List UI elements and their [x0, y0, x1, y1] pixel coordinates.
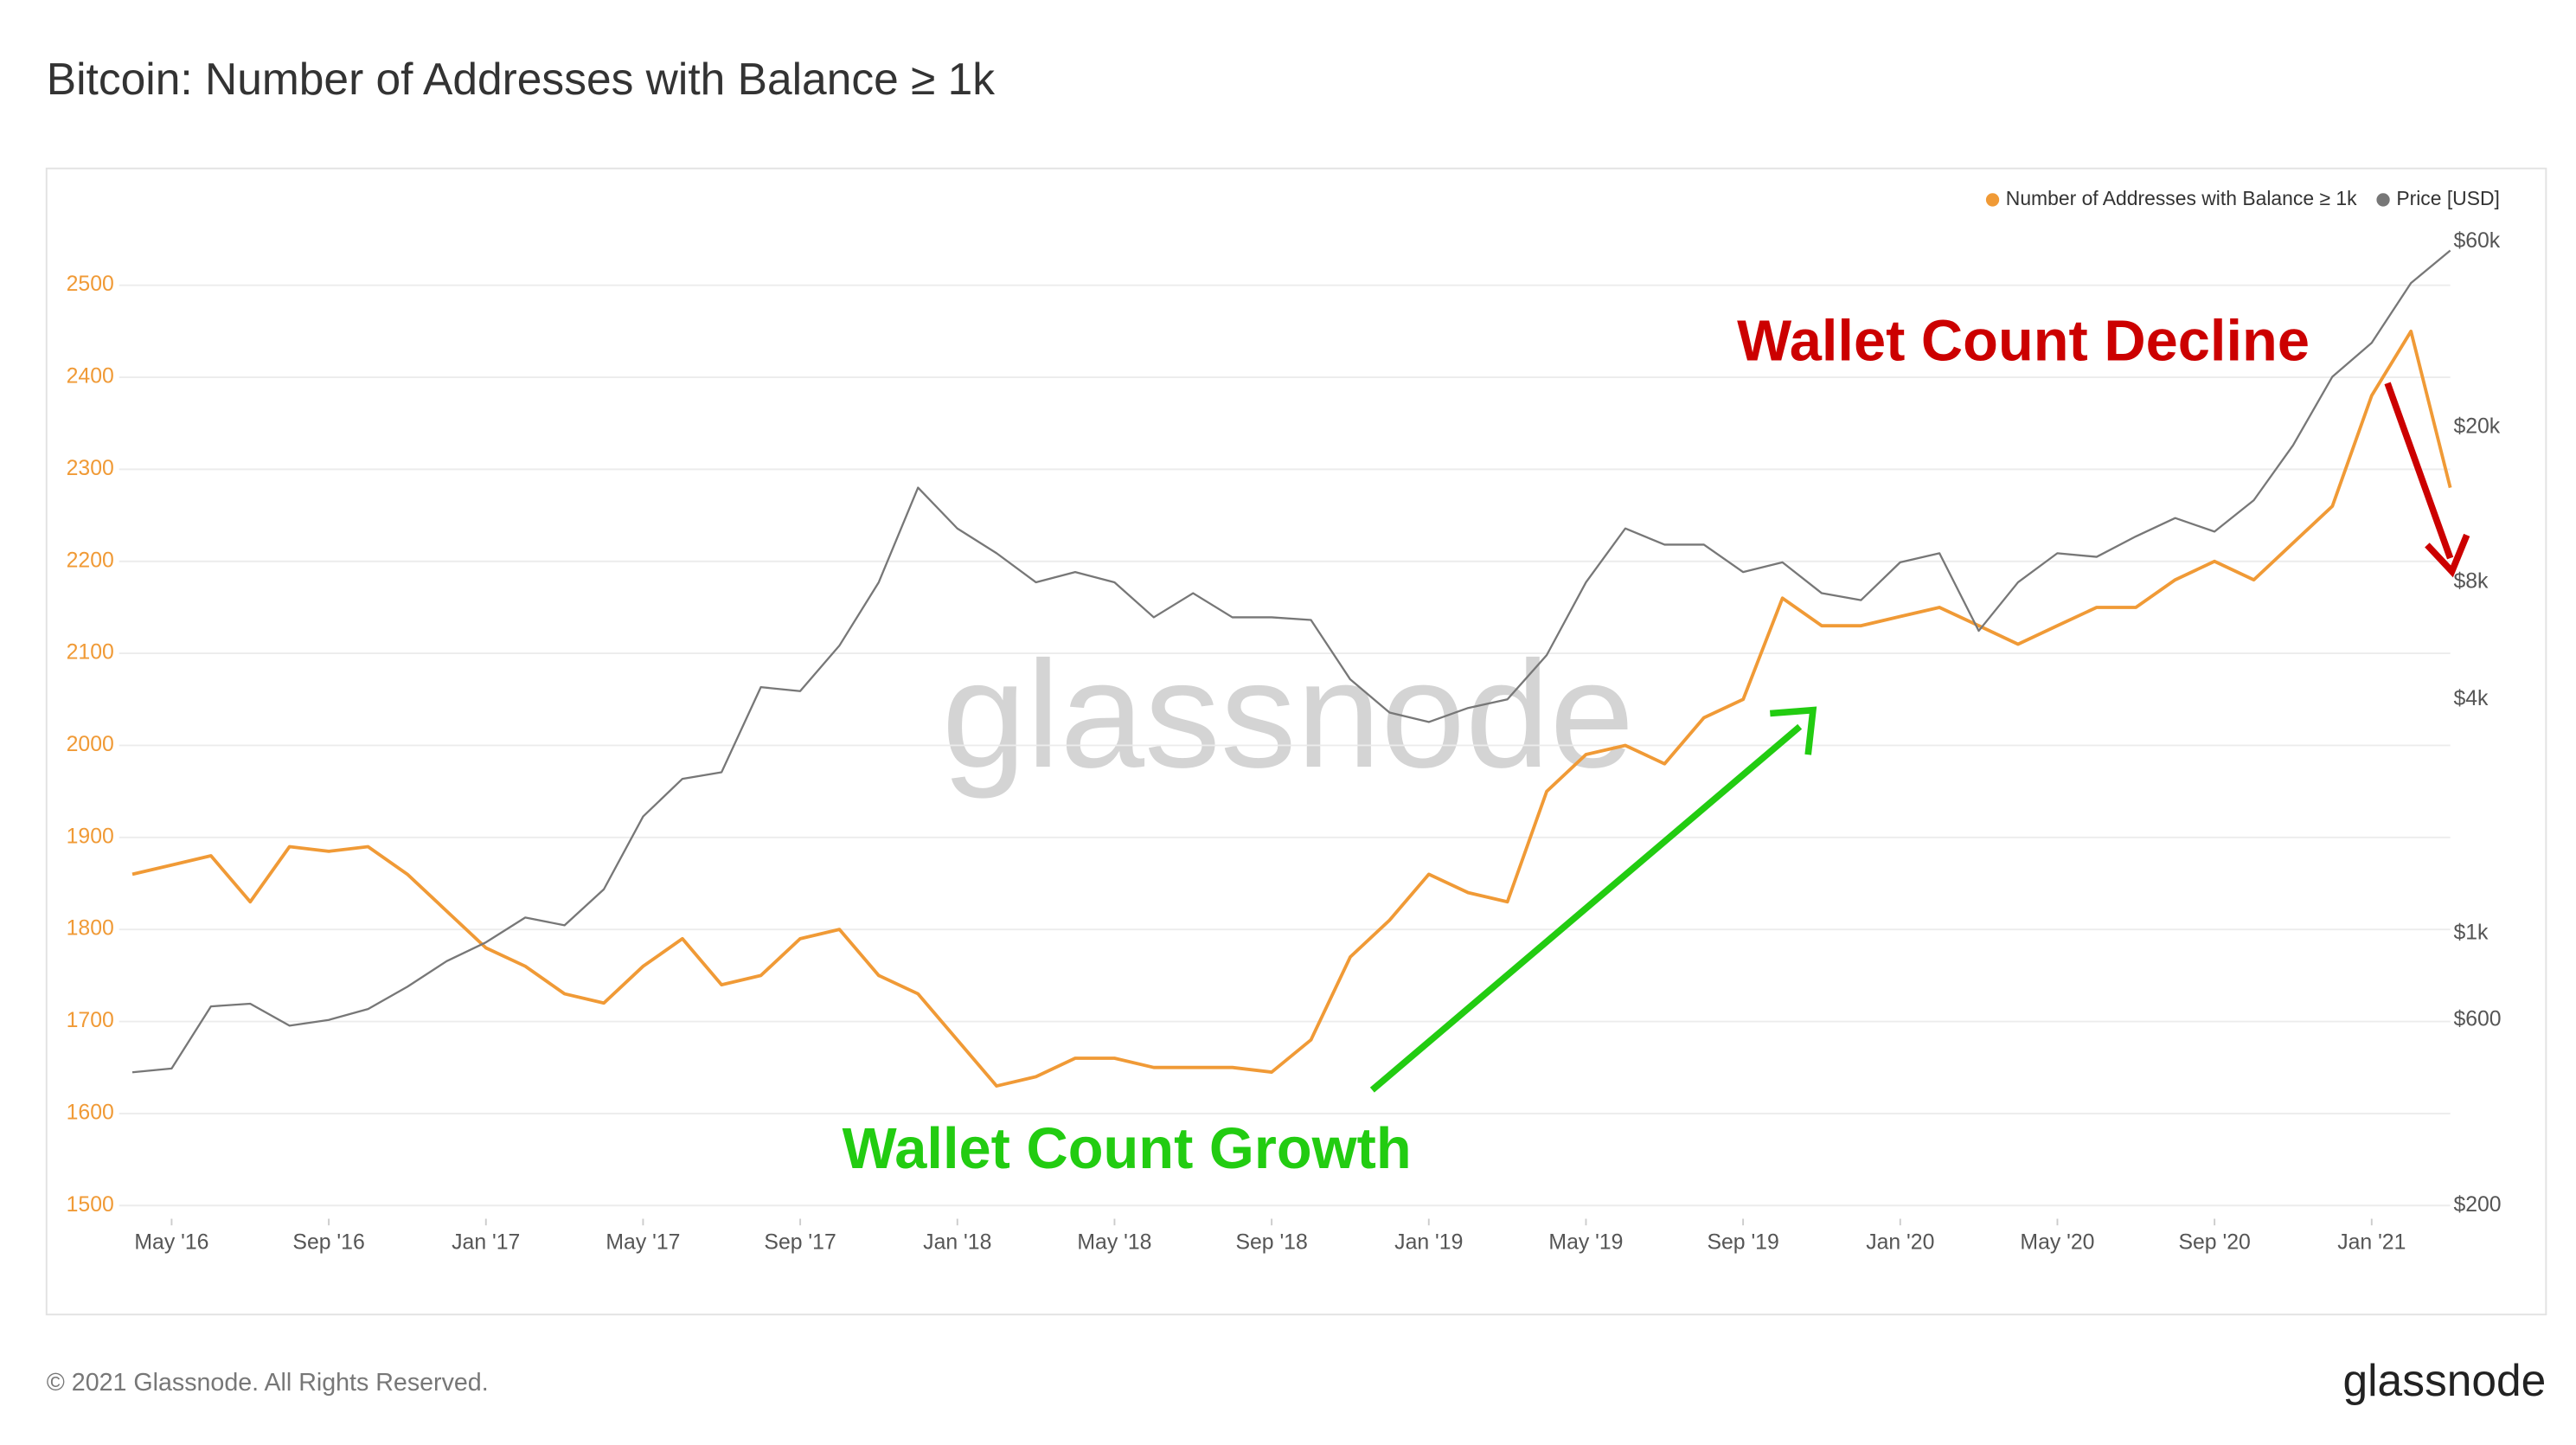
- y-tick-label: 1600: [67, 1101, 114, 1124]
- y-tick-label: 2000: [67, 733, 114, 756]
- logo: glassnode: [2342, 1355, 2546, 1405]
- plot-frame: [45, 167, 2547, 1316]
- x-tick-label: Sep '18: [1235, 1231, 1307, 1255]
- x-tick-label: May '16: [134, 1231, 208, 1255]
- legend-label: Number of Addresses with Balance ≥ 1k: [2006, 187, 2357, 209]
- grid: [119, 284, 2451, 1207]
- legend-label: Price [USD]: [2396, 187, 2500, 209]
- y-tick-label: 1900: [67, 825, 114, 848]
- y2-tick-label: $8k: [2453, 569, 2489, 593]
- legend-marker: [2376, 193, 2390, 207]
- x-tick-label: May '17: [606, 1231, 680, 1255]
- x-tick-label: Sep '17: [764, 1231, 836, 1255]
- x-tick-label: May '19: [1548, 1231, 1623, 1255]
- x-tick-label: May '20: [2020, 1231, 2094, 1255]
- annotation: Wallet Count Growth: [843, 1117, 1412, 1181]
- y2-tick-label: $4k: [2453, 687, 2489, 710]
- x-tick-label: Jan '18: [923, 1231, 991, 1255]
- lines: [131, 249, 2452, 1088]
- legend: Price [USD] Number of Addresses with Bala…: [1985, 187, 2500, 209]
- x-tick-label: Jan '17: [452, 1231, 520, 1255]
- x-tick-label: May '18: [1077, 1231, 1151, 1255]
- growth-arrowhead: [1770, 706, 1817, 755]
- y-tick-label: 2400: [67, 365, 114, 389]
- growth-arrow: [1369, 723, 1803, 1093]
- x-tick-label: Jan '21: [2337, 1231, 2406, 1255]
- y-tick-label: 2200: [67, 549, 114, 572]
- footer: © 2021 Glassnode. All Rights Reserved.: [47, 1369, 489, 1397]
- ticks: 1500 1600 1700 1800 1900 2000 2100 2200 2300 2400…: [67, 229, 2502, 1255]
- y-tick-label: 2500: [67, 273, 114, 296]
- chart-title: Bitcoin: Number of Addresses with Balanc…: [47, 54, 996, 104]
- y-tick-label: 2300: [67, 457, 114, 480]
- watermark: glassnode: [942, 630, 1634, 800]
- x-tick-label: Sep '20: [2178, 1231, 2250, 1255]
- x-tick-label: Sep '19: [1707, 1231, 1778, 1255]
- y-tick-label: 1800: [67, 917, 114, 941]
- y-tick-label: 1500: [67, 1193, 114, 1217]
- y2-tick-label: $20k: [2453, 415, 2500, 439]
- y2-tick-label: $60k: [2453, 229, 2500, 253]
- y2-tick-label: $1k: [2453, 922, 2489, 945]
- annotation: Wallet Count Decline: [1737, 310, 2310, 374]
- y2-tick-label: $600: [2453, 1007, 2501, 1031]
- x-tick-label: Jan '20: [1866, 1231, 1934, 1255]
- x-tick-label: Sep '16: [292, 1231, 364, 1255]
- y-tick-label: 2100: [67, 641, 114, 665]
- y2-tick-label: $200: [2453, 1193, 2501, 1217]
- decline-arrowhead: [2425, 533, 2470, 578]
- series-line: [131, 329, 2452, 1088]
- y-tick-label: 1700: [67, 1009, 114, 1032]
- x-tick-label: Jan '19: [1394, 1231, 1463, 1255]
- legend-marker: [1985, 193, 2000, 207]
- decline-arrow: [2384, 382, 2454, 560]
- series-line: [131, 249, 2451, 1074]
